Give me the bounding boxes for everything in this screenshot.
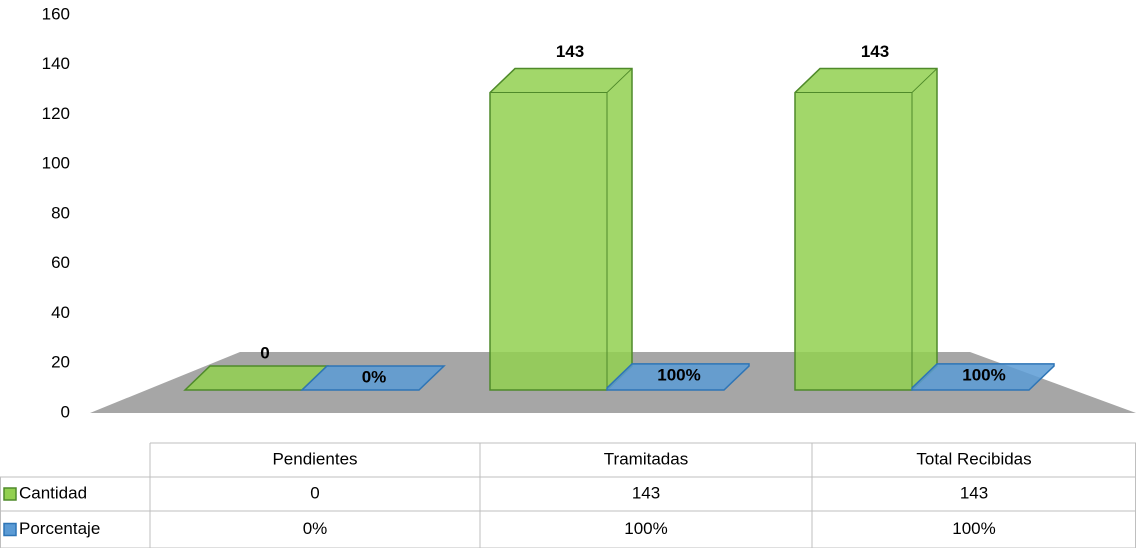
table-cell: 0: [310, 483, 319, 502]
y-tick-label: 0: [61, 402, 70, 421]
data-label: 100%: [657, 365, 700, 384]
y-tick-label: 40: [51, 303, 70, 322]
data-label: 143: [861, 42, 889, 61]
bar: [794, 67, 938, 391]
table-cell: 143: [632, 483, 660, 502]
bar: [606, 363, 750, 391]
data-label: 143: [556, 42, 584, 61]
y-tick-label: 160: [42, 4, 70, 23]
y-tick-label: 140: [42, 54, 70, 73]
bar: [300, 365, 446, 391]
legend-label: Cantidad: [19, 483, 87, 502]
data-label: 0: [260, 343, 269, 362]
legend-swatch: [3, 522, 17, 537]
y-tick-label: 120: [42, 104, 70, 123]
x-tick-label: Tramitadas: [604, 449, 688, 468]
y-tick-label: 100: [42, 154, 70, 173]
x-tick-label: Pendientes: [272, 449, 357, 468]
x-tick-label: Total Recibidas: [916, 449, 1031, 468]
legend-label: Porcentaje: [19, 519, 100, 538]
legend-swatch: [3, 487, 17, 501]
bar: [489, 67, 633, 391]
table-cell: 143: [960, 483, 988, 502]
table-cell: 100%: [952, 519, 995, 538]
bar-edge: [490, 68, 633, 390]
data-label: 0%: [362, 367, 387, 386]
table-cell: 0%: [303, 519, 328, 538]
bar-edge: [795, 68, 938, 390]
data-label: 100%: [962, 365, 1005, 384]
bar: [911, 363, 1055, 391]
y-tick-label: 60: [51, 253, 70, 272]
table-cell: 100%: [624, 519, 667, 538]
y-tick-label: 80: [51, 203, 70, 222]
y-tick-label: 20: [51, 353, 70, 372]
